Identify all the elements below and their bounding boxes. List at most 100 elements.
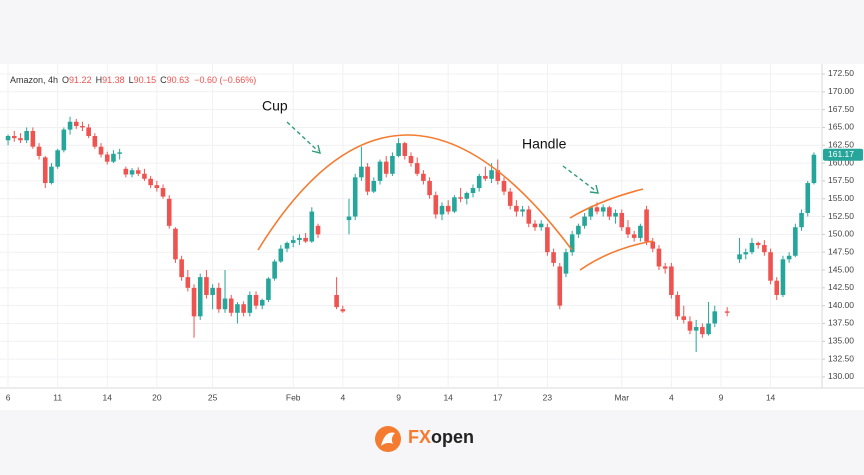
x-tick-label: 4: [669, 392, 674, 402]
candle-body: [700, 327, 705, 335]
handle-lower-line: [579, 240, 654, 271]
ohlc-key: L: [129, 75, 134, 85]
candle-body: [638, 225, 643, 238]
x-tick-label: 9: [396, 392, 401, 402]
candle-body: [117, 152, 122, 154]
candle-body: [371, 180, 377, 192]
candle-body: [290, 240, 296, 243]
symbol-name: Amazon, 4h: [10, 75, 58, 85]
y-tick-label: 132.50: [828, 353, 854, 363]
candle-body: [644, 209, 649, 242]
candle-body: [390, 155, 395, 174]
candle-body: [284, 242, 290, 249]
y-tick-label: 152.50: [828, 211, 854, 221]
candle-body: [439, 205, 445, 215]
logo-icon-shape: [381, 432, 395, 446]
candle-body: [30, 131, 36, 147]
y-tick-label: 135.00: [828, 336, 854, 346]
candle-body: [185, 277, 191, 288]
candle-body: [687, 321, 693, 331]
candle-body: [495, 170, 501, 181]
candle-body: [452, 197, 457, 212]
x-tick-label: 9: [719, 392, 724, 402]
candle-body: [204, 277, 209, 295]
chart-panel: [0, 64, 864, 410]
candle-body: [36, 146, 42, 156]
x-tick-label: Mar: [614, 392, 629, 402]
candle-body: [625, 227, 631, 235]
candle-body: [414, 163, 420, 174]
candle-body: [346, 216, 352, 221]
candle-body: [272, 261, 277, 279]
candle-body: [123, 168, 129, 175]
candle-body: [73, 121, 79, 127]
candle-body: [445, 205, 451, 212]
candle-body: [303, 237, 308, 242]
y-tick-label: 150.00: [828, 229, 854, 239]
candle-body: [786, 255, 792, 260]
candle-body: [811, 154, 817, 184]
candle-body: [104, 154, 110, 162]
candle-body: [458, 197, 463, 199]
x-tick-label: 25: [208, 392, 218, 402]
y-tick-label: 140.00: [828, 300, 854, 310]
candle-body: [724, 311, 730, 313]
candle-body: [780, 259, 786, 295]
candle-body: [793, 227, 798, 256]
candle-body: [774, 280, 780, 295]
candle-body: [191, 287, 197, 317]
candle-body: [210, 287, 215, 295]
candle-body: [259, 299, 265, 306]
candle-body: [247, 294, 253, 313]
candle-body: [520, 209, 525, 212]
candle-body: [768, 252, 773, 281]
ohlc: O91.22 H91.38 L90.15 C90.63: [62, 75, 189, 85]
candle-body: [98, 146, 104, 155]
candle-body: [67, 121, 73, 130]
candle-body: [631, 234, 637, 238]
candle-body: [706, 323, 711, 335]
candle-body: [129, 170, 135, 175]
candles: [5, 116, 817, 352]
candle-body: [309, 211, 315, 242]
candle-body: [557, 266, 563, 306]
x-tick-label: 14: [766, 392, 776, 402]
candle-body: [402, 143, 408, 156]
candle-body: [650, 241, 656, 249]
candle-body: [427, 180, 432, 196]
ohlc-value: 91.22: [69, 75, 92, 85]
candle-body: [396, 143, 401, 156]
y-tick-label: 172.50: [828, 68, 854, 78]
candle-body: [669, 266, 674, 295]
candle-body: [538, 223, 544, 228]
candle-body: [619, 212, 625, 228]
candle-body: [359, 166, 364, 178]
x-tick-label: 17: [493, 392, 503, 402]
candle-body: [228, 298, 234, 313]
candle-body: [749, 242, 755, 253]
candle-body: [799, 212, 804, 228]
cup-arrow-head: [311, 144, 321, 154]
y-tick-label: 165.00: [828, 122, 854, 132]
grid: [0, 64, 822, 388]
ohlc-key: C: [160, 75, 167, 85]
candle-body: [607, 207, 612, 217]
handle-upper-line: [569, 188, 644, 219]
candle-body: [173, 228, 178, 260]
candle-body: [476, 175, 482, 189]
candle-body: [11, 136, 17, 139]
candle-body: [266, 278, 271, 300]
candle-body: [762, 245, 767, 253]
candle-body: [334, 294, 339, 308]
candle-body: [216, 287, 222, 310]
candle-body: [681, 316, 687, 320]
candle-body: [92, 136, 98, 147]
candle-body: [5, 136, 11, 141]
x-tick-label: 23: [543, 392, 553, 402]
candle-body: [576, 225, 581, 235]
y-tick-label: 170.00: [828, 86, 854, 96]
candle-body: [545, 227, 550, 253]
candle-body: [179, 259, 184, 278]
cup-curve: [257, 134, 573, 251]
